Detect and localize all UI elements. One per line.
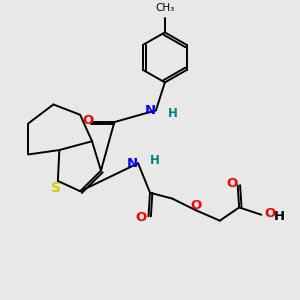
Text: H: H xyxy=(150,154,160,167)
Text: CH₃: CH₃ xyxy=(155,3,175,13)
Text: N: N xyxy=(127,157,138,170)
Text: H: H xyxy=(274,210,285,223)
Text: S: S xyxy=(51,181,62,195)
Text: H: H xyxy=(168,107,178,120)
Text: O: O xyxy=(82,114,93,127)
Text: O: O xyxy=(226,177,237,190)
Text: O: O xyxy=(190,199,202,212)
Text: O: O xyxy=(136,211,147,224)
Text: O: O xyxy=(264,207,276,220)
Text: N: N xyxy=(145,104,156,117)
